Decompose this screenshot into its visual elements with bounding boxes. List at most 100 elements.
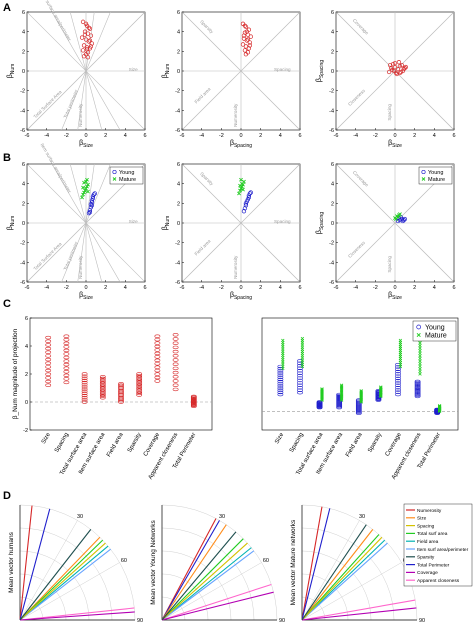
y-axis-label: βNum	[7, 216, 16, 231]
data-point	[85, 55, 91, 60]
data-point	[136, 383, 143, 388]
data-point	[246, 195, 252, 200]
y-tick-label: -2	[20, 241, 25, 247]
legend-marker	[416, 332, 421, 338]
projection-axis	[336, 12, 454, 130]
data-point	[248, 190, 253, 195]
x-tick-label: -2	[64, 133, 69, 139]
data-point	[395, 376, 401, 381]
x-tick-label: -6	[180, 133, 185, 139]
data-point	[154, 348, 161, 352]
x-tick-label: -6	[25, 133, 30, 139]
data-point	[418, 346, 422, 350]
data-point	[99, 376, 106, 381]
mean-vector	[161, 524, 227, 621]
y-tick-label: 2	[22, 201, 25, 207]
data-point	[45, 346, 52, 351]
projection-axis-label: Spacing	[387, 256, 392, 273]
category-label: Coverage	[385, 431, 404, 457]
data-point	[172, 375, 179, 379]
legend-box	[412, 320, 457, 342]
data-point	[154, 379, 161, 383]
data-point	[172, 349, 179, 354]
data-point	[172, 337, 179, 341]
data-point	[395, 385, 401, 390]
data-point	[63, 345, 70, 349]
mean-vector	[19, 607, 135, 621]
data-point	[277, 369, 284, 373]
x-tick-label: -2	[219, 133, 224, 139]
y-tick-label: -2	[175, 89, 180, 95]
mean-vector	[19, 508, 51, 621]
data-point	[99, 396, 106, 400]
data-point	[118, 382, 124, 386]
data-point	[320, 388, 324, 392]
data-point	[63, 355, 70, 360]
data-point	[414, 380, 421, 385]
data-point	[414, 383, 421, 387]
legend-label: Field area	[417, 539, 439, 545]
data-point	[154, 334, 161, 338]
data-point	[136, 390, 143, 394]
y-tick-label: -6	[175, 128, 180, 134]
mean-vector	[19, 505, 33, 621]
data-point	[401, 217, 407, 223]
data-point	[414, 394, 421, 399]
data-point	[247, 43, 253, 48]
panel-label-b: B	[3, 152, 11, 164]
data-point	[240, 42, 246, 47]
data-point	[82, 190, 86, 195]
x-tick-label: 0	[239, 285, 242, 291]
mean-vector	[161, 542, 248, 621]
category-label: Spacing	[289, 432, 305, 454]
data-point	[395, 367, 401, 371]
x-tick-label: 2	[413, 133, 416, 139]
y-tick-label: 4	[331, 30, 334, 36]
x-tick-label: 4	[279, 133, 282, 139]
projection-axis	[77, 164, 95, 282]
category-label: Size	[41, 431, 52, 445]
data-point	[281, 338, 285, 343]
data-point	[136, 386, 143, 391]
data-point	[85, 31, 91, 36]
data-point	[84, 45, 90, 50]
x-tick-label: -2	[373, 285, 378, 291]
mean-vector	[19, 548, 111, 621]
data-point	[136, 388, 143, 392]
legend-box	[418, 166, 453, 185]
data-point	[241, 36, 247, 41]
data-point	[397, 212, 402, 217]
angle-tick-label: 90	[279, 618, 285, 624]
angle-tick-label: 60	[263, 558, 269, 564]
data-point	[395, 383, 401, 388]
data-point	[395, 381, 401, 385]
data-point	[136, 381, 143, 386]
data-point	[297, 368, 303, 373]
y-tick-label: 0	[331, 221, 334, 227]
polar-ring	[19, 550, 90, 621]
angle-tick-label: 60	[121, 558, 127, 564]
polar-D2: 30 60 90 Mean vector Young Networks	[150, 504, 285, 624]
legend-label: Total surf area	[417, 531, 448, 537]
data-point	[297, 383, 303, 388]
mean-vector	[161, 583, 272, 621]
data-point	[172, 370, 179, 375]
data-point	[390, 61, 396, 67]
y-axis-label: βSpacing	[316, 212, 325, 234]
data-point	[81, 400, 88, 404]
data-point	[238, 188, 242, 193]
data-point	[277, 386, 284, 390]
data-point	[414, 391, 421, 395]
data-point	[247, 191, 253, 196]
data-point	[45, 383, 52, 387]
category-label: Sparsity	[367, 432, 383, 454]
data-point	[99, 388, 106, 392]
data-point	[81, 43, 87, 48]
data-point	[241, 209, 247, 214]
x-tick-label: -6	[334, 285, 339, 291]
x-tick-label: 2	[104, 133, 107, 139]
data-point	[99, 384, 106, 389]
data-point	[86, 189, 90, 194]
data-point	[84, 179, 88, 184]
data-point	[418, 369, 422, 374]
